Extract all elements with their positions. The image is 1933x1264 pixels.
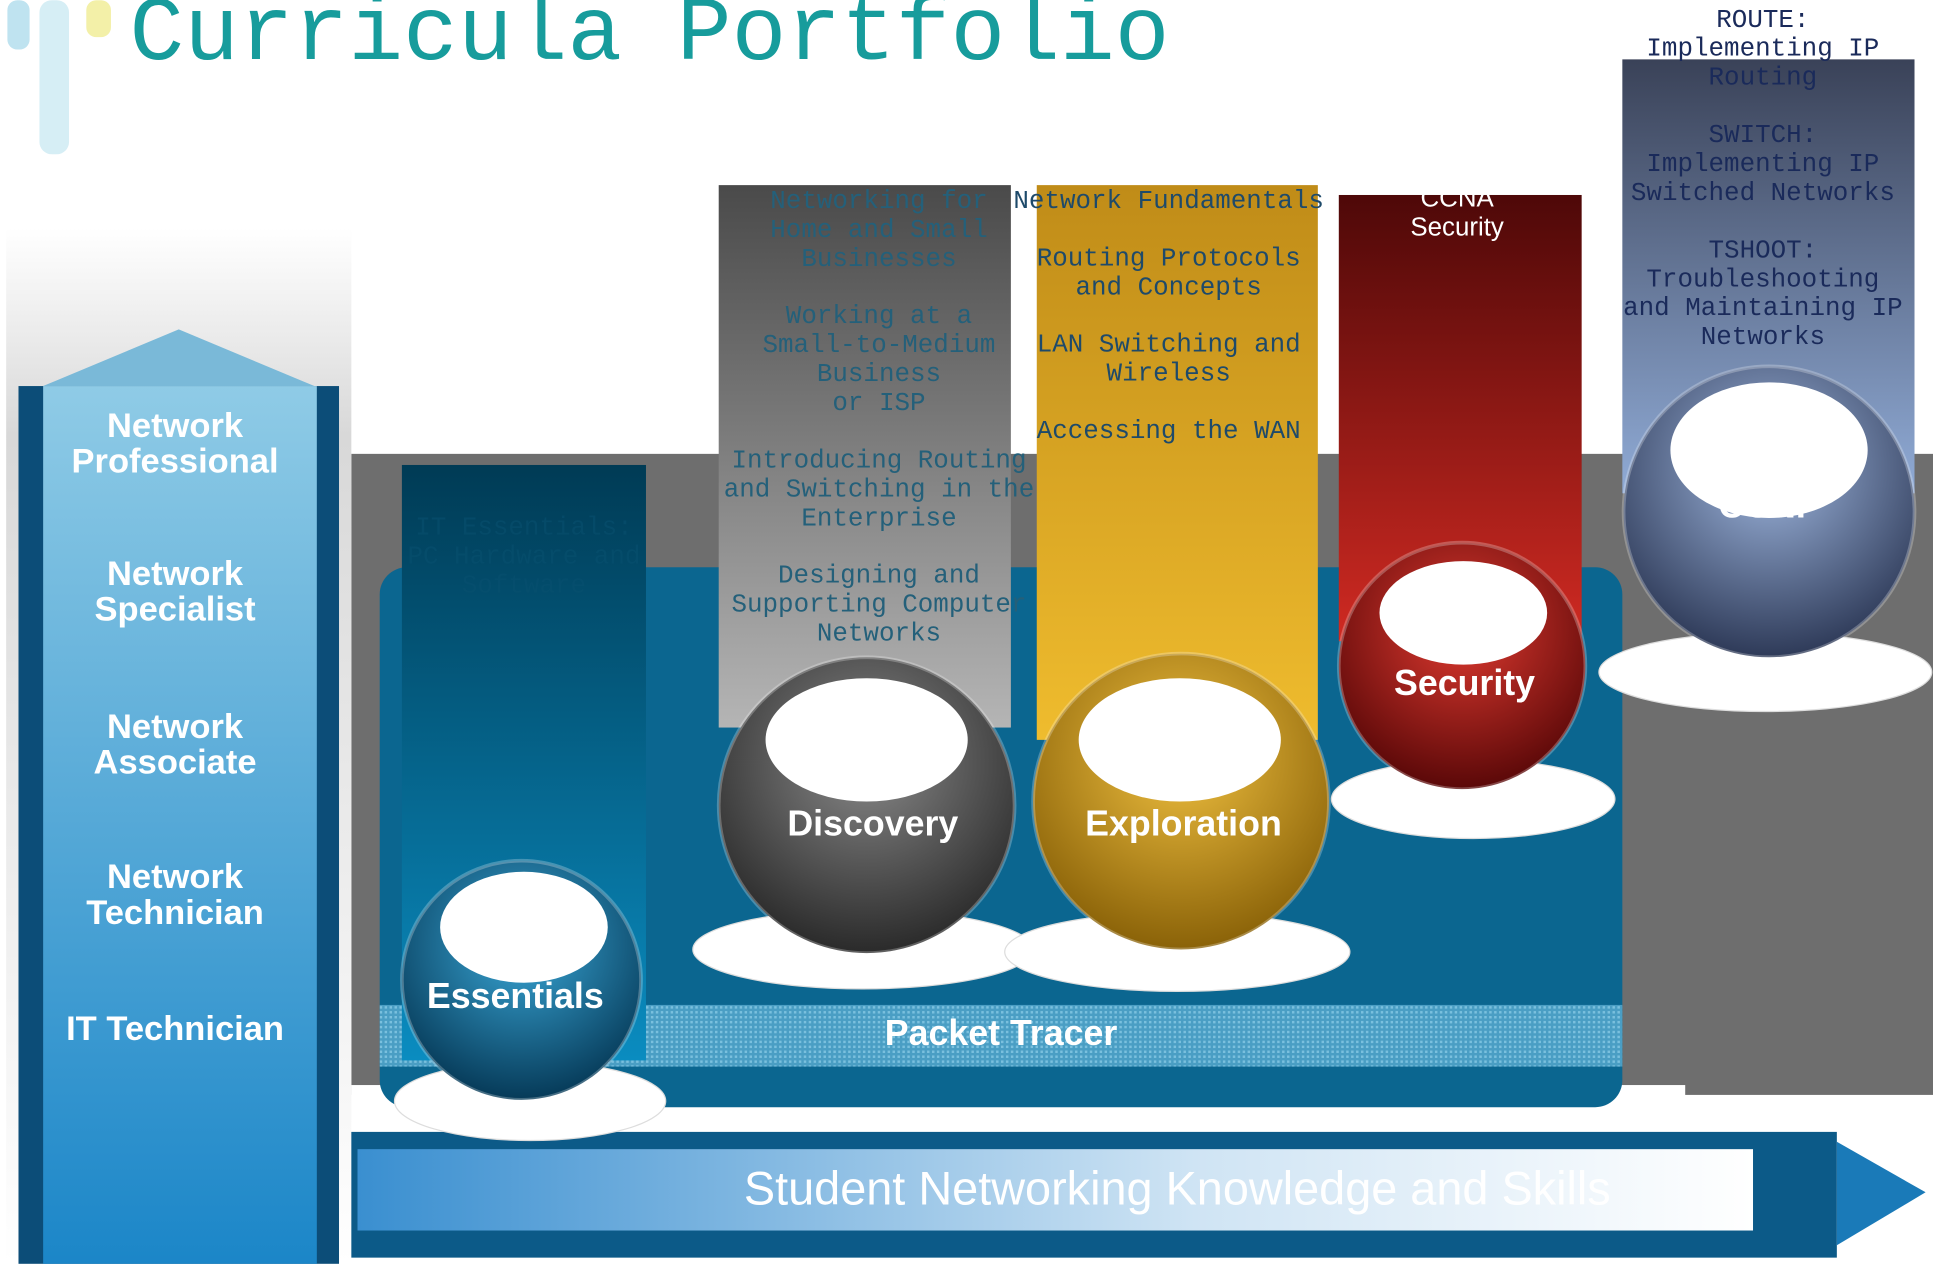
course-line: Supporting Computer [731, 590, 1026, 620]
course-line: SWITCH: [1709, 120, 1818, 150]
course-line: Security [1410, 214, 1504, 242]
sphere-label: Security [1394, 663, 1535, 703]
course-line: Troubleshooting [1646, 264, 1879, 294]
sphere-label: Discovery [787, 804, 958, 844]
course-line: Introducing Routing [731, 445, 1026, 475]
course-line: IT Essentials: [415, 513, 632, 543]
level-label: IT Technician [66, 1010, 284, 1048]
sphere-highlight [1078, 678, 1281, 802]
skills-label: Student Networking Knowledge and Skills [744, 1163, 1611, 1215]
course-line: Implementing IP [1646, 34, 1879, 64]
decoration [7, 0, 30, 50]
decoration [86, 0, 111, 38]
course-line: and Concepts [1076, 272, 1262, 302]
course-line: Businesses [801, 244, 956, 274]
level-bar [43, 386, 317, 1264]
packet-tracer-label: Packet Tracer [885, 1013, 1118, 1053]
course-line: Home and Small [770, 215, 987, 245]
sphere-highlight [440, 871, 608, 983]
level-arrow-head [43, 329, 315, 387]
course-line: Small-to-Medium [763, 330, 996, 360]
course-line: Working at a [786, 301, 972, 331]
course-line: CCNA [1420, 185, 1494, 213]
course-line: TSHOOT: [1709, 235, 1818, 265]
sphere-label: Essentials [427, 976, 604, 1016]
course-line: Business [817, 359, 941, 389]
track-column [1036, 185, 1318, 740]
course-line: or ISP [832, 388, 925, 418]
course-line: Software [462, 571, 586, 601]
course-line: Routing [1709, 63, 1818, 93]
course-line: Networks [1701, 322, 1825, 352]
course-line: Routing Protocols [1037, 243, 1301, 273]
course-line: Accessing the WAN [1037, 416, 1301, 446]
course-line: Networking for [770, 186, 987, 216]
level-label: Network Professional [72, 407, 279, 481]
course-line: PC Hardware and [407, 542, 640, 572]
course-line: and Maintaining IP [1623, 293, 1903, 323]
decoration [39, 0, 70, 155]
course-line: Enterprise [801, 503, 956, 533]
course-line: LAN Switching and [1037, 330, 1301, 360]
skills-arrow-head [1836, 1141, 1926, 1246]
sphere-highlight [1379, 561, 1548, 665]
level-label: Network Specialist [95, 555, 257, 629]
course-line: Wireless [1107, 359, 1231, 389]
sphere-label: Exploration [1085, 804, 1282, 844]
sphere-highlight [1670, 382, 1868, 518]
course-line: Network Fundamentals [1013, 186, 1324, 216]
course-line: Implementing IP [1646, 149, 1879, 179]
course-line: ROUTE: [1716, 5, 1809, 35]
level-label: Network Associate [94, 708, 257, 782]
title: Curricula Portfolio [129, 0, 1169, 87]
course-line: and Switching in the [724, 474, 1035, 504]
level-label: Network Technician [86, 858, 264, 932]
course-line: Switched Networks [1631, 178, 1895, 208]
track-column [718, 185, 1011, 728]
sphere-highlight [765, 678, 968, 802]
course-line: Designing and [778, 561, 980, 591]
skills-arrow-inner [357, 1149, 1754, 1231]
course-line: Networks [817, 619, 941, 649]
